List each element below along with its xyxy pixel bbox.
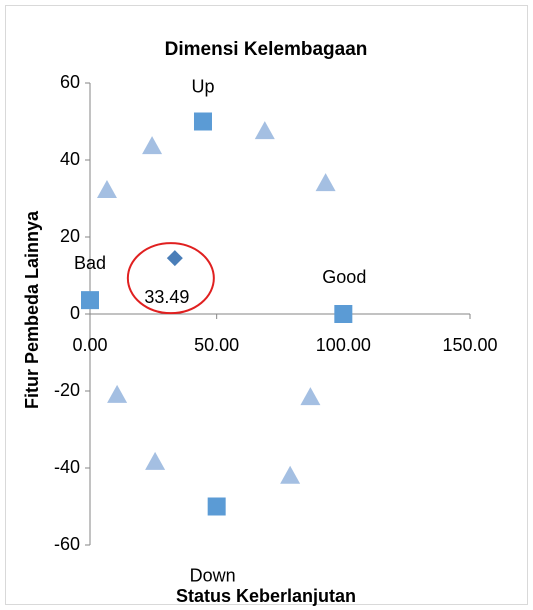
point-label: Up — [191, 76, 214, 96]
x-axis-title: Status Keberlanjutan — [176, 586, 356, 606]
point — [142, 136, 163, 155]
y-tick-label: -60 — [54, 534, 80, 554]
value-label: 33.49 — [144, 287, 189, 307]
y-axis-title: Fitur Pembeda Lainnya — [22, 210, 42, 409]
x-tick-label: 0.00 — [72, 335, 107, 355]
point — [334, 305, 353, 323]
x-tick-label: 100.00 — [316, 335, 371, 355]
x-tick-label: 50.00 — [194, 335, 239, 355]
point — [315, 173, 336, 192]
x-tick-label: 150.00 — [442, 335, 497, 355]
y-tick-label: -40 — [54, 457, 80, 477]
point — [81, 291, 99, 310]
point — [207, 497, 226, 516]
point — [193, 112, 212, 131]
y-tick-label: 60 — [60, 72, 80, 92]
highlight-circle — [126, 242, 215, 315]
point — [280, 465, 301, 484]
y-tick-label: 40 — [60, 149, 80, 169]
chart-title: Dimensi Kelembagaan — [165, 39, 368, 60]
point — [145, 451, 166, 470]
point — [166, 250, 183, 267]
y-tick-label: 0 — [70, 303, 80, 323]
point — [107, 384, 128, 403]
point-label: Down — [190, 565, 236, 585]
point — [300, 387, 321, 406]
y-tick-label: 20 — [60, 226, 80, 246]
point-label: Bad — [74, 253, 106, 273]
point — [254, 121, 275, 140]
point-label: Good — [322, 267, 366, 287]
point — [96, 180, 117, 199]
y-tick-label: -20 — [54, 380, 80, 400]
